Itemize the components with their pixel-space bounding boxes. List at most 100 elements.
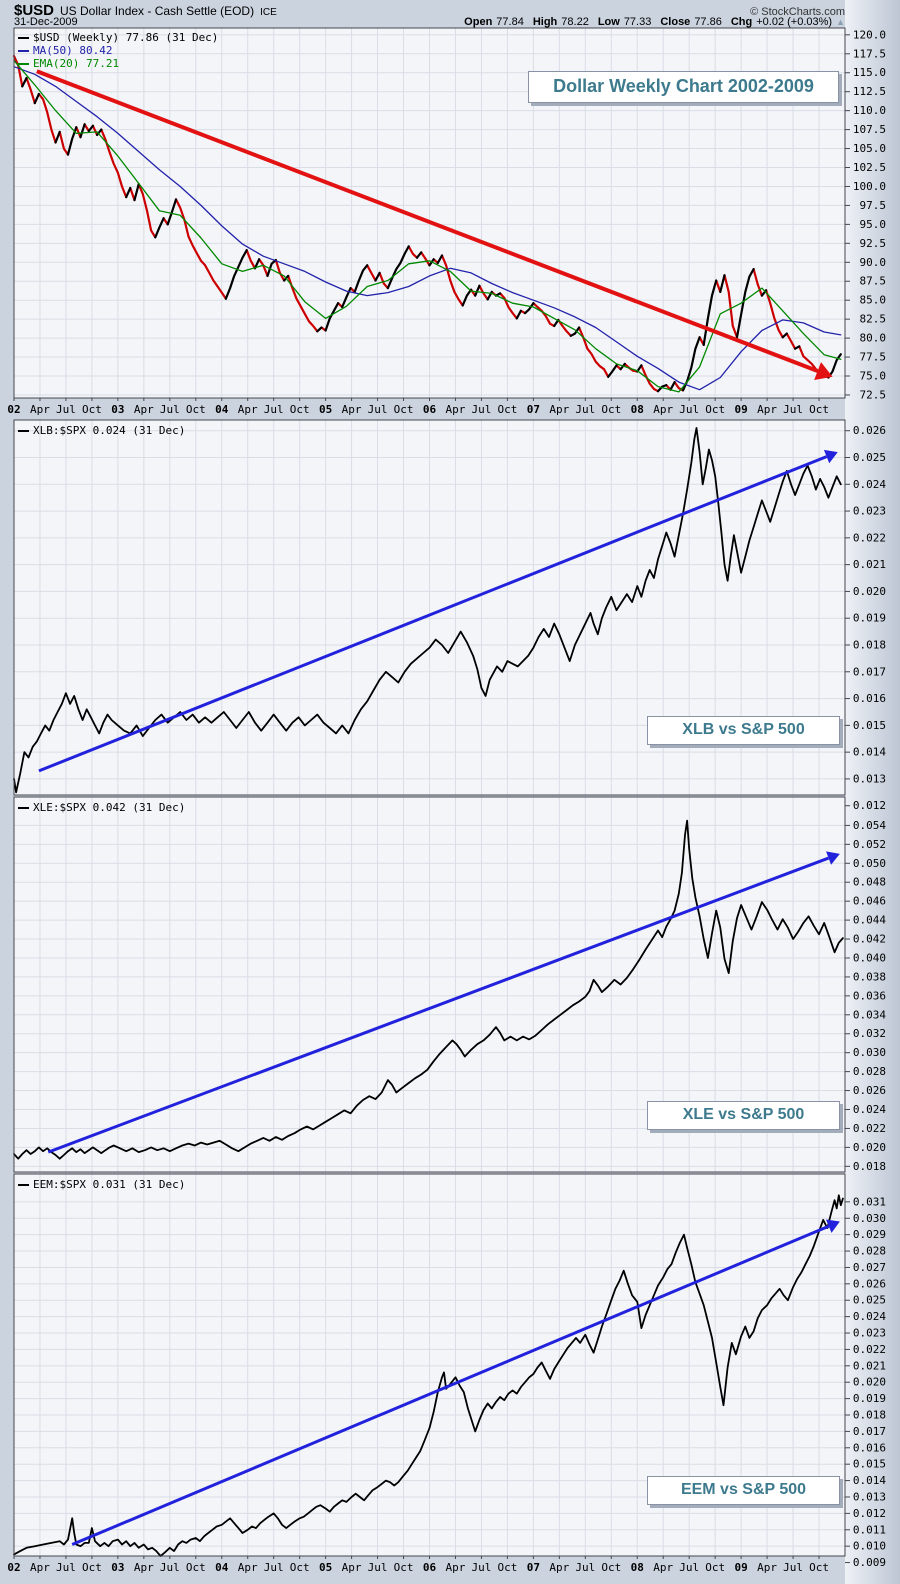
y-tick-label: 95.0 [860, 218, 887, 231]
y-tick-label: 0.026 [853, 1277, 886, 1290]
y-tick-label: 75.0 [860, 370, 887, 383]
uptrend-arrow-head [823, 449, 838, 464]
plot-border [13, 27, 846, 399]
annotation-eem-vs-sp500: EEM vs S&P 500 [647, 1476, 840, 1505]
y-tick-label: 87.5 [860, 275, 887, 288]
y-tick-label: 100.0 [853, 180, 886, 193]
high-value: 78.22 [561, 16, 589, 28]
y-tick-label: 120.0 [853, 28, 886, 41]
y-tick-label: 0.013 [853, 772, 886, 785]
legend-item: XLB:$SPX 0.024 (31 Dec) [18, 424, 185, 437]
chart-title: US Dollar Index - Cash Settle (EOD) [60, 4, 255, 18]
x-tick-label: 02 [7, 403, 20, 416]
legend-item: XLE:$SPX 0.042 (31 Dec) [18, 801, 185, 814]
y-tick-label: 0.009 [853, 1556, 886, 1569]
x-tick-label: Oct [290, 403, 310, 416]
x-tick-label: Jul [783, 403, 803, 416]
downtrend-arrow-head [814, 362, 833, 380]
x-tick-label: Oct [497, 1561, 517, 1574]
y-tick-label: 0.028 [853, 1245, 886, 1258]
x-tick-label: Apr [549, 403, 569, 416]
y-tick-label: 112.5 [853, 85, 886, 98]
y-tick-label: 107.5 [853, 123, 886, 136]
x-tick-label: Jul [472, 403, 492, 416]
y-tick-label: 0.021 [853, 1359, 886, 1372]
x-tick-label: 03 [111, 403, 124, 416]
x-tick-label: Apr [653, 403, 673, 416]
y-tick-label: 0.020 [853, 1141, 886, 1154]
x-tick-label: Jul [264, 403, 284, 416]
legend-swatch [18, 62, 29, 65]
x-tick-label: 04 [215, 403, 229, 416]
ema-20--line [13, 59, 842, 393]
x-tick-label: Jul [679, 1561, 699, 1574]
legend-label: EMA(20) 77.21 [33, 57, 120, 70]
uptrend-arrow [47, 856, 830, 1154]
legend-item: EMA(20) 77.21 [18, 57, 218, 70]
copyright-label: © StockCharts.com [750, 6, 845, 18]
y-tick-label: 0.012 [853, 799, 886, 812]
y-tick-label: 97.5 [860, 199, 887, 212]
legend-swatch [18, 1183, 29, 1186]
y-tick-label: 77.5 [860, 351, 887, 364]
x-tick-label: Oct [497, 403, 517, 416]
annotation-xle-vs-sp500: XLE vs S&P 500 [647, 1101, 840, 1130]
xlb-spx-line [13, 427, 842, 794]
legend-label: XLB:$SPX 0.024 (31 Dec) [33, 424, 186, 437]
high-label: High [532, 16, 558, 28]
x-tick-label: Apr [134, 1561, 154, 1574]
y-tick-label: 110.0 [853, 104, 886, 117]
y-tick-label: 0.015 [853, 1458, 886, 1471]
legend-item: MA(50) 80.42 [18, 44, 218, 57]
x-tick-label: Jul [264, 1561, 284, 1574]
xle-panel-legend: XLE:$SPX 0.042 (31 Dec) [18, 801, 185, 814]
change-label: Chg [730, 16, 753, 28]
y-tick-label: 0.018 [853, 639, 886, 652]
chart-header: $USD US Dollar Index - Cash Settle (EOD)… [14, 2, 845, 19]
legend-label: $USD (Weekly) 77.86 (31 Dec) [33, 31, 219, 44]
y-tick-label: 0.024 [853, 1310, 886, 1323]
uptrend-arrow-head [825, 1219, 840, 1233]
x-tick-label: 04 [215, 1561, 229, 1574]
x-tick-label: Apr [757, 1561, 777, 1574]
x-tick-label: Oct [601, 403, 621, 416]
y-tick-label: 0.013 [853, 1490, 886, 1503]
x-axis-strip [0, 1556, 845, 1584]
x-tick-label: Jul [575, 1561, 595, 1574]
y-tick-label: 0.030 [853, 1046, 886, 1059]
x-tick-label: Jul [56, 403, 76, 416]
y-tick-label: 0.014 [853, 1474, 886, 1487]
y-tick-label: 82.5 [860, 313, 887, 326]
y-tick-label: 0.021 [853, 558, 886, 571]
y-tick-label: 0.027 [853, 1261, 886, 1274]
x-tick-label: Jul [368, 1561, 388, 1574]
legend-swatch [18, 36, 29, 39]
legend-swatch [18, 806, 29, 809]
y-tick-label: 0.032 [853, 1027, 886, 1040]
x-tick-label: Oct [290, 1561, 310, 1574]
y-tick-label: 0.029 [853, 1228, 886, 1241]
x-tick-label: Oct [394, 1561, 414, 1574]
x-tick-label: Apr [134, 403, 154, 416]
x-tick-label: Jul [575, 403, 595, 416]
y-tick-label: 85.0 [860, 294, 887, 307]
y-tick-label: 0.034 [853, 1008, 886, 1021]
legend-label: MA(50) 80.42 [33, 44, 113, 57]
x-tick-label: Jul [679, 403, 699, 416]
y-tick-label: 92.5 [860, 237, 887, 250]
y-tick-label: 0.022 [853, 1343, 886, 1356]
open-value: 77.84 [496, 16, 524, 28]
y-tick-label: 0.016 [853, 1441, 886, 1454]
x-tick-label: Oct [809, 1561, 829, 1574]
legend-swatch [18, 49, 29, 52]
x-tick-label: 06 [423, 1561, 437, 1574]
y-tick-label: 0.012 [853, 1507, 886, 1520]
date-label: 31-Dec-2009 [14, 16, 78, 28]
y-tick-label: 0.011 [853, 1523, 886, 1536]
y-tick-label: 0.038 [853, 970, 886, 983]
y-tick-label: 0.015 [853, 719, 886, 732]
y-tick-label: 0.028 [853, 1065, 886, 1078]
x-tick-label: Oct [705, 403, 725, 416]
